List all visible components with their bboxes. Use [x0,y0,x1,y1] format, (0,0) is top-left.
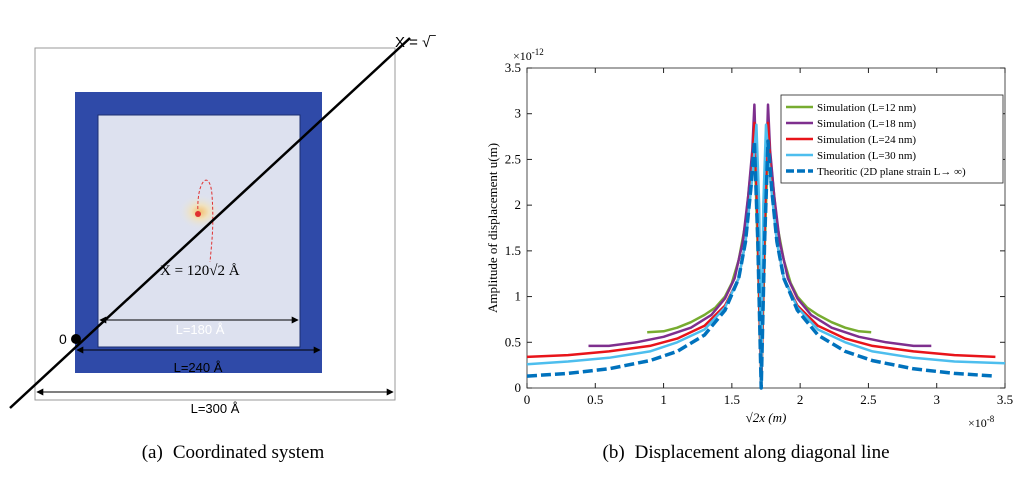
series-line [526,139,996,390]
legend-label: Simulation (L=18 nm) [817,118,916,130]
legend-label: Simulation (L=12 nm) [817,102,916,114]
x-tick-label: 1.5 [724,392,740,407]
x-tick-label: 3 [933,392,940,407]
middle-label: L=240 Å [174,360,223,375]
multiplier-base: ×10 [513,49,532,63]
caption-label: (b) [603,442,625,463]
axis-multiplier: ×10-12 [513,47,544,63]
x-axis-label: √2x (m) [746,410,787,425]
y-tick-label: 0 [515,380,522,395]
inner-square [97,114,301,348]
caption-text: Coordinated system [173,442,325,463]
caption-a: (a) Coordinated system [142,442,325,463]
x-tick-label: 2 [797,392,804,407]
x-tick-label: 3.5 [997,392,1013,407]
y-tick-label: 2.5 [505,151,521,166]
axis-multiplier: ×10-8 [968,414,995,430]
legend-label: Simulation (L=30 nm) [817,150,916,162]
y-tick-label: 3 [515,106,522,121]
legend-box [780,94,1004,184]
origin-label: 0 [59,331,67,347]
y-axis-label: Amplitude of displacement u(m) [485,143,500,313]
caption-label: (a) [142,442,163,463]
axis-label: X = √‾ [395,34,436,51]
origin-dot [71,334,81,344]
multiplier-exponent: -8 [987,414,995,424]
x-tick-label: 2.5 [860,392,876,407]
point-label: X = 120√2 Å [160,263,240,279]
x-tick-label: 0 [524,392,531,407]
dipole-curve [197,179,214,263]
y-tick-label: 1 [515,289,522,304]
y-tick-label: 3.5 [505,60,521,75]
caption-text: Displacement along diagonal line [635,442,890,463]
diagonal-axis [9,37,411,409]
panel-b: 0 0.5 1 1.5 2 2.5 3 3.500.511.522.533.5×10-12×1… [485,47,1013,430]
multiplier-base: ×10 [968,416,987,430]
x-tick-label: 0.5 [587,392,603,407]
panel-a: X = √‾ X = 120√2 Å 0 L=180 Å L=240 Å L=3… [9,34,436,416]
y-tick-label: 2 [515,197,522,212]
inner-label: L=180 Å [176,322,225,337]
y-tick-label: 1.5 [505,243,521,258]
defect-dot [195,211,201,217]
x-tick-label: 1 [660,392,667,407]
multiplier-exponent: -12 [532,47,544,57]
caption-b: (b) Displacement along diagonal line [603,442,890,463]
legend-label: Simulation (L=24 nm) [817,134,916,146]
legend-label: Theoritic (2D plane strain L→ ∞) [817,166,966,178]
y-tick-label: 0.5 [505,334,521,349]
outer-label: L=300 Å [191,401,240,416]
